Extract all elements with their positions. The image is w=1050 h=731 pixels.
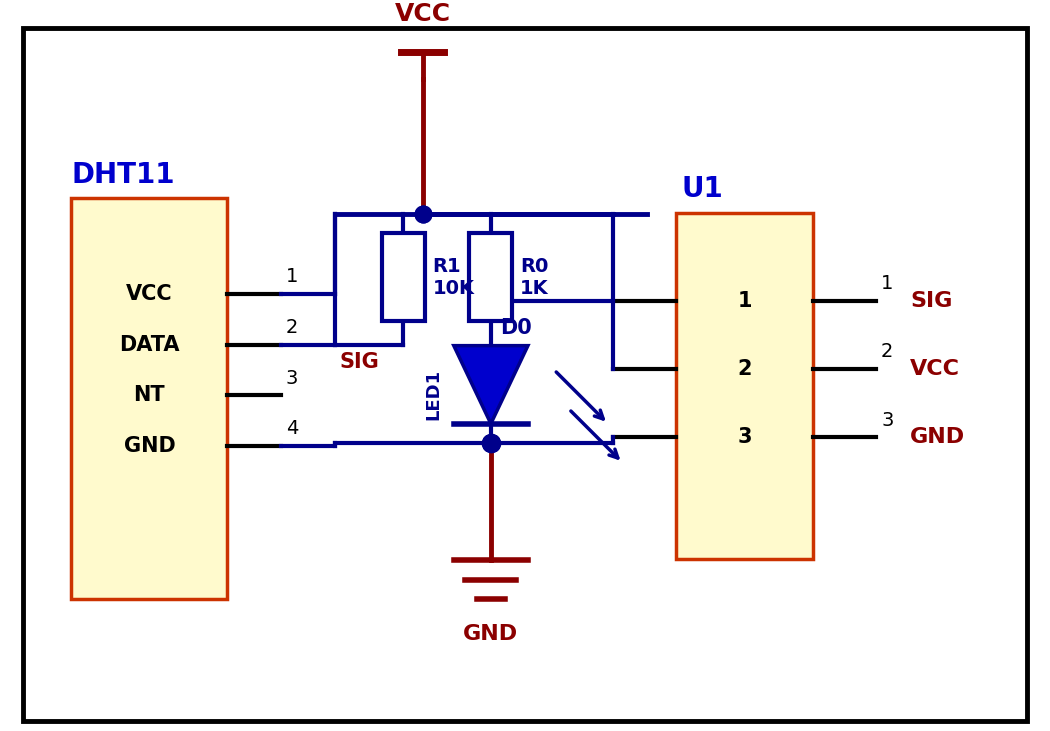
Text: GND: GND: [910, 428, 966, 447]
Bar: [71, 198, 228, 599]
Text: NT: NT: [133, 385, 165, 406]
Text: 3: 3: [737, 428, 752, 447]
Text: GND: GND: [463, 624, 519, 644]
Text: LED1: LED1: [424, 369, 442, 420]
Bar: [381, 233, 424, 321]
Text: R1
10K: R1 10K: [433, 257, 475, 298]
Text: SIG: SIG: [339, 352, 379, 373]
Text: GND: GND: [124, 436, 175, 456]
Text: VCC: VCC: [395, 1, 450, 26]
Text: DHT11: DHT11: [71, 161, 175, 189]
Text: 1: 1: [286, 267, 298, 286]
Text: 3: 3: [286, 368, 298, 387]
Text: DATA: DATA: [119, 335, 180, 355]
Text: 2: 2: [286, 318, 298, 337]
Text: U1: U1: [681, 175, 722, 203]
Text: D0: D0: [501, 318, 532, 338]
Text: 2: 2: [737, 359, 752, 379]
Bar: [469, 233, 512, 321]
Text: VCC: VCC: [910, 359, 961, 379]
Text: 3: 3: [881, 411, 894, 430]
Text: VCC: VCC: [126, 284, 172, 304]
Text: R0
1K: R0 1K: [520, 257, 549, 298]
Text: 1: 1: [737, 291, 752, 311]
Text: SIG: SIG: [910, 291, 952, 311]
Bar: [676, 213, 813, 559]
Text: 1: 1: [881, 274, 894, 293]
Polygon shape: [454, 346, 528, 424]
Text: 4: 4: [286, 420, 298, 439]
Text: 2: 2: [881, 342, 894, 361]
